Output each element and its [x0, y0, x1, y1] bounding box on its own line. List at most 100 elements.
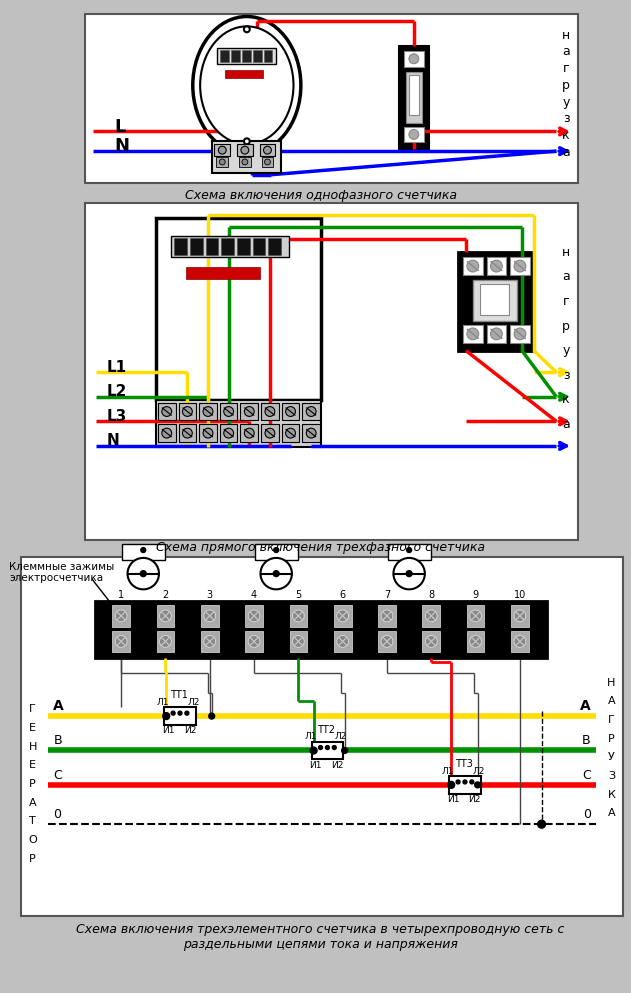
Bar — [239, 157, 251, 167]
Circle shape — [475, 781, 481, 787]
Text: 0: 0 — [582, 808, 591, 821]
Circle shape — [160, 610, 172, 622]
Bar — [302, 424, 320, 442]
Text: Е: Е — [29, 761, 36, 771]
Bar — [487, 257, 506, 275]
Bar — [463, 325, 483, 343]
Bar — [449, 777, 481, 793]
Bar — [221, 237, 234, 255]
Bar — [378, 631, 396, 652]
Circle shape — [514, 610, 526, 622]
Circle shape — [425, 610, 437, 622]
Text: г: г — [563, 63, 569, 75]
Circle shape — [306, 406, 316, 416]
Circle shape — [204, 636, 216, 647]
Text: 1: 1 — [118, 590, 124, 600]
Bar — [179, 403, 196, 420]
Circle shape — [490, 328, 502, 340]
Bar — [190, 237, 203, 255]
Bar — [220, 403, 237, 420]
Circle shape — [178, 711, 182, 715]
Bar — [510, 257, 530, 275]
Text: г: г — [563, 295, 569, 308]
Text: И2: И2 — [331, 761, 343, 770]
Text: N: N — [114, 137, 129, 155]
Bar — [158, 424, 175, 442]
Text: з: з — [563, 112, 569, 125]
Bar — [112, 605, 130, 627]
Circle shape — [538, 820, 546, 828]
Text: у: у — [562, 345, 570, 357]
Text: Схема включения трехэлементного счетчика в четырехпроводную сеть с
раздельными ц: Схема включения трехэлементного счетчика… — [76, 923, 565, 951]
Bar — [216, 157, 228, 167]
Circle shape — [141, 547, 146, 552]
Circle shape — [406, 571, 412, 577]
Circle shape — [319, 746, 322, 750]
Bar — [213, 141, 281, 173]
Bar — [387, 544, 431, 560]
Text: н: н — [562, 29, 570, 42]
Circle shape — [261, 558, 292, 590]
Circle shape — [204, 610, 216, 622]
Circle shape — [337, 610, 348, 622]
Bar — [231, 50, 240, 62]
Circle shape — [406, 547, 411, 552]
Text: Л1: Л1 — [442, 767, 454, 776]
Circle shape — [337, 636, 348, 647]
Text: B: B — [582, 734, 591, 747]
Text: н: н — [562, 246, 570, 259]
Bar — [122, 544, 165, 560]
Text: р: р — [562, 78, 570, 91]
Circle shape — [182, 428, 192, 438]
Bar — [215, 144, 230, 156]
Text: Е: Е — [29, 723, 36, 733]
Bar — [171, 235, 289, 257]
Circle shape — [274, 547, 279, 552]
Bar — [264, 50, 273, 62]
Circle shape — [264, 146, 271, 154]
Text: 6: 6 — [339, 590, 346, 600]
Circle shape — [203, 406, 213, 416]
Bar — [156, 217, 322, 400]
Circle shape — [467, 260, 479, 272]
Bar — [242, 50, 251, 62]
Circle shape — [242, 159, 248, 165]
Circle shape — [273, 571, 279, 577]
Text: ТТ1: ТТ1 — [170, 690, 188, 700]
Text: 0: 0 — [53, 808, 61, 821]
Bar — [156, 605, 174, 627]
Text: L: L — [114, 117, 126, 136]
Bar — [237, 237, 250, 255]
Text: Л2: Л2 — [335, 732, 347, 741]
Text: ТТ3: ТТ3 — [455, 760, 473, 770]
Circle shape — [244, 406, 254, 416]
Bar — [404, 51, 423, 67]
Circle shape — [467, 328, 479, 340]
Bar — [186, 267, 259, 279]
Circle shape — [264, 159, 271, 165]
Text: Р: Р — [29, 854, 36, 864]
Text: 2: 2 — [162, 590, 168, 600]
Text: 5: 5 — [295, 590, 302, 600]
Circle shape — [448, 781, 454, 788]
Circle shape — [248, 636, 260, 647]
Bar — [253, 50, 262, 62]
Text: Т: Т — [29, 816, 36, 826]
Text: к: к — [562, 393, 570, 406]
Circle shape — [224, 406, 233, 416]
Circle shape — [469, 610, 481, 622]
Bar — [511, 631, 529, 652]
Bar — [237, 144, 253, 156]
Circle shape — [162, 428, 172, 438]
Bar — [467, 605, 485, 627]
Text: к: к — [562, 129, 570, 142]
Text: L1: L1 — [106, 359, 126, 374]
Circle shape — [203, 428, 213, 438]
Text: Клеммные зажимы
электросчетчика: Клеммные зажимы электросчетчика — [9, 562, 115, 584]
Circle shape — [163, 713, 170, 720]
Bar — [290, 631, 307, 652]
Circle shape — [220, 159, 225, 165]
Bar — [463, 257, 483, 275]
Text: ТТ2: ТТ2 — [317, 725, 336, 735]
Bar — [245, 631, 263, 652]
